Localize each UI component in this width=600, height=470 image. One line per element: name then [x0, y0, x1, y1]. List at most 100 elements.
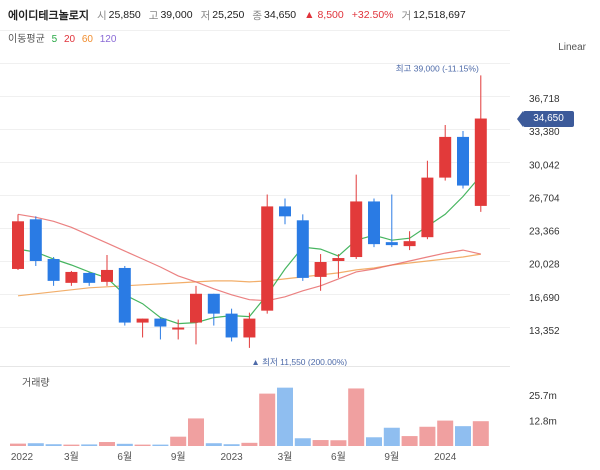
volume-value: 12,518,697 [413, 9, 466, 21]
candle-body [350, 201, 363, 258]
y-tick-label: 26,704 [529, 193, 560, 204]
ma-title: 이동평균 [8, 34, 45, 45]
x-tick-label: 9월 [384, 451, 399, 463]
ma60-legend[interactable]: 60 [81, 34, 93, 45]
candle-body [154, 318, 167, 327]
volume-bar [472, 421, 489, 446]
volume-bar [170, 436, 187, 446]
y-tick-label: 33,380 [529, 127, 560, 138]
candle-body [118, 267, 131, 323]
candle-body [332, 258, 345, 262]
low-annotation: ▲ 최저 11,550 (200.00%) [251, 357, 347, 367]
y-tick-label: 20,028 [529, 260, 560, 271]
candle-body [261, 206, 274, 311]
x-tick-label: 9월 [171, 451, 186, 463]
volume-bar [419, 426, 436, 446]
volume-bar [437, 420, 454, 446]
x-tick-label: 3월 [64, 451, 79, 463]
candle-body [101, 269, 113, 282]
open-value: 25,850 [108, 9, 141, 21]
volume-bar [152, 444, 169, 446]
volume-title: 거래량 [22, 378, 50, 389]
open-label: 시 [96, 9, 107, 22]
x-tick-label: 2024 [434, 452, 457, 463]
candle-body [279, 206, 291, 217]
change-value: ▲ 8,500 [304, 9, 344, 21]
candle-body [421, 177, 434, 238]
volume-bar [312, 440, 329, 446]
low-label: 저 [200, 9, 211, 22]
volume-bar [188, 418, 204, 446]
volume-bar [205, 443, 222, 446]
ma20-line [17, 213, 481, 302]
stock-header: 에이디테크놀로지 시 25,850 고 39,000 저 25,250 종 34… [8, 6, 474, 24]
candle-body [385, 242, 398, 246]
candle-body [314, 262, 327, 277]
ma5-line [17, 175, 482, 325]
volume-tick-label: 12.8m [529, 417, 557, 428]
volume-bar [223, 444, 240, 446]
volume-bar [241, 442, 258, 446]
moving-average-legend[interactable]: 이동평균 5 20 60 120 [8, 30, 120, 45]
candle-body [47, 259, 60, 281]
candle-body [65, 271, 78, 283]
volume-bar [116, 443, 133, 446]
volume-bar [134, 444, 151, 446]
ma5-legend[interactable]: 5 [51, 34, 58, 45]
candle-body [368, 201, 380, 245]
candle-body [83, 272, 96, 283]
volume-bar [99, 442, 115, 446]
volume-bar [383, 427, 400, 446]
high-label: 고 [148, 9, 159, 22]
volume-bar [63, 444, 80, 446]
volume-label: 거 [401, 9, 412, 22]
volume-bar [81, 444, 98, 446]
candle-body [190, 293, 202, 323]
volume-bar [277, 387, 293, 446]
candle-body [457, 136, 469, 186]
candle-body [439, 136, 452, 178]
volume-bar [294, 438, 311, 446]
stock-name: 에이디테크놀로지 [8, 10, 89, 22]
volume-bar [348, 388, 365, 446]
candle-body [474, 118, 487, 206]
y-tick-label: 13,352 [529, 326, 560, 337]
volume-bar [401, 436, 418, 446]
candle-body [243, 318, 256, 338]
volume-bar [330, 440, 347, 446]
current-price-tag: 34,650 [517, 111, 574, 127]
ma20-legend[interactable]: 20 [63, 34, 76, 45]
x-tick-label: 2022 [11, 452, 34, 463]
volume-bar [10, 443, 26, 446]
y-tick-label: 36,718 [529, 94, 560, 105]
volume-bar [27, 443, 44, 446]
y-tick-label: 16,690 [529, 293, 560, 304]
low-value: 25,250 [212, 9, 245, 21]
candle-body [172, 327, 185, 330]
candle-body [12, 221, 24, 269]
ma120-legend[interactable]: 120 [99, 34, 117, 45]
volume-bar [45, 444, 62, 446]
x-tick-label: 6월 [117, 451, 132, 463]
y-tick-label: 30,042 [529, 160, 560, 171]
candle-body [225, 313, 238, 338]
volume-bar [259, 393, 276, 446]
ma60-line [17, 253, 481, 297]
x-tick-label: 2023 [220, 452, 243, 463]
scale-mode-toggle[interactable]: Linear [558, 42, 586, 53]
x-tick-label: 3월 [278, 451, 293, 463]
candle-body [296, 220, 309, 278]
candle-body [403, 241, 416, 247]
high-annotation: 최고 39,000 (-11.15%) [396, 63, 479, 73]
candle-body [207, 293, 220, 314]
volume-tick-label: 25.7m [529, 391, 557, 402]
close-value: 34,650 [264, 9, 297, 21]
y-tick-label: 23,366 [529, 227, 560, 238]
close-label: 종 [252, 9, 263, 22]
volume-bar [455, 426, 471, 446]
candle-body [29, 219, 42, 262]
volume-bar [366, 437, 382, 446]
candle-body [136, 318, 149, 323]
high-value: 39,000 [160, 9, 193, 21]
